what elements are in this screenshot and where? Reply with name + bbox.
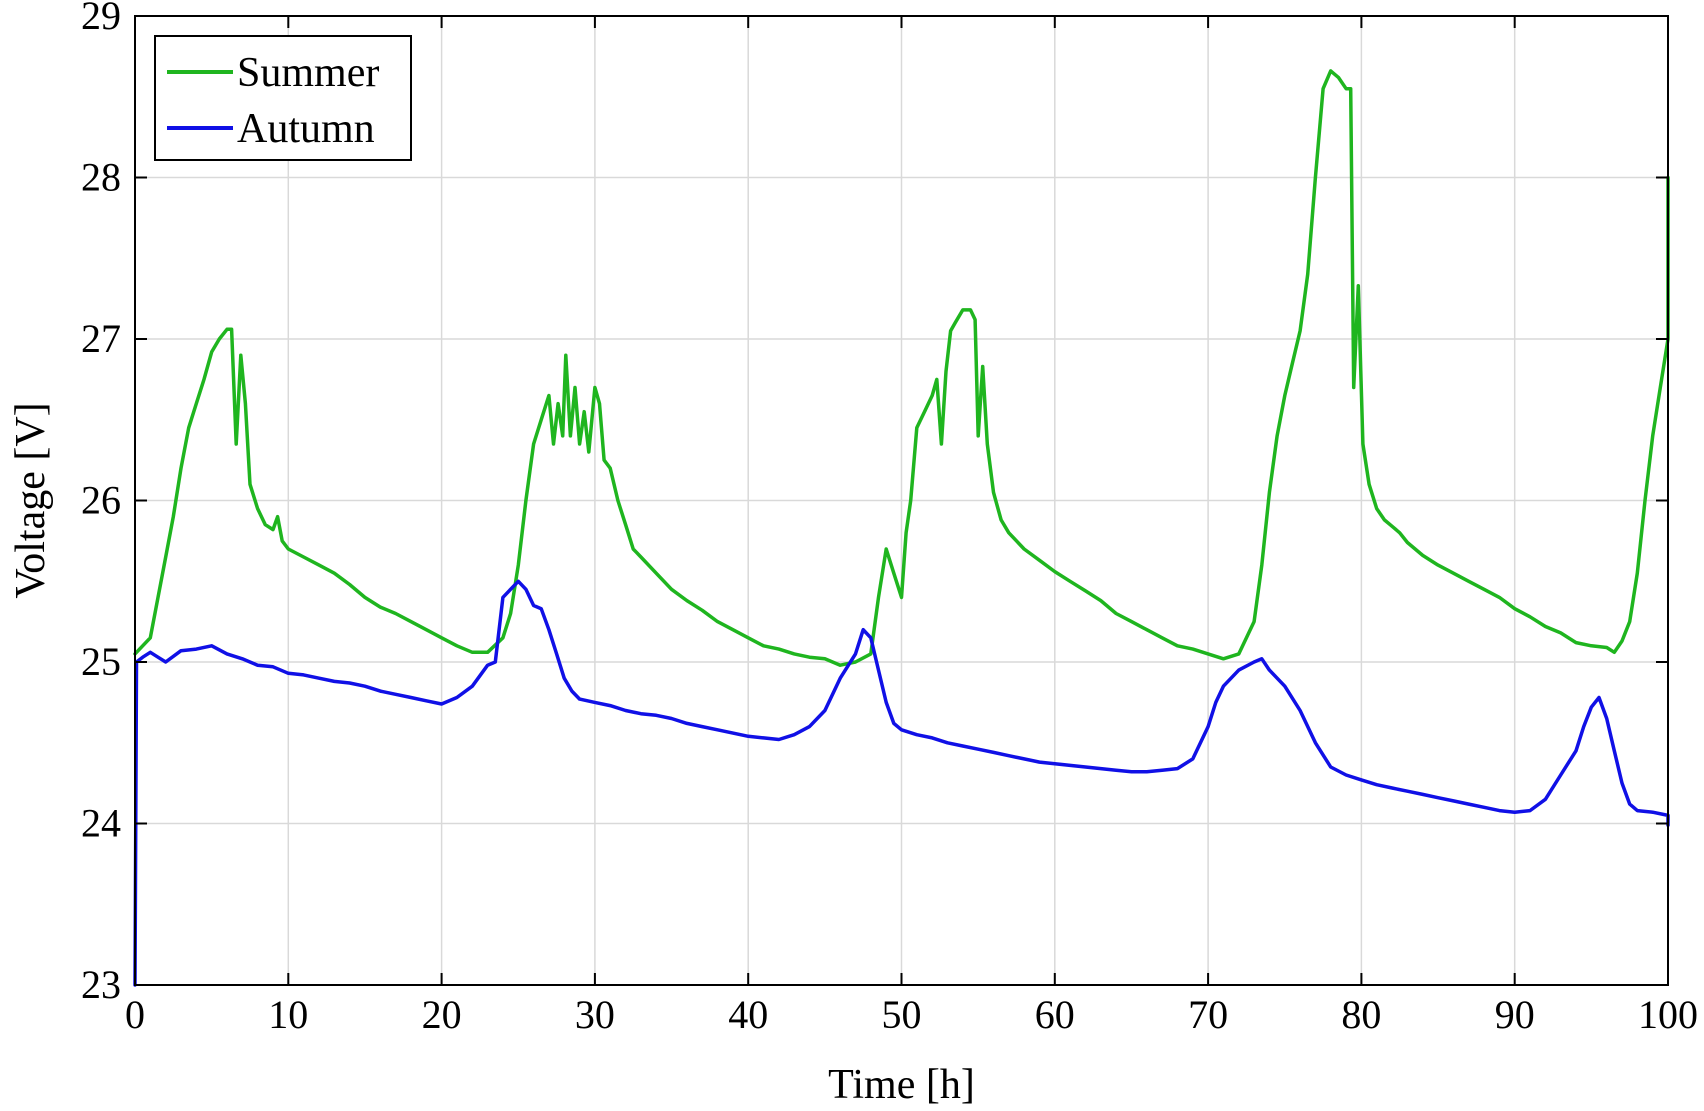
x-tick-label: 60 (1035, 992, 1075, 1037)
legend: Summer Autumn (154, 35, 412, 161)
x-tick-label: 70 (1188, 992, 1228, 1037)
y-tick-label: 25 (81, 639, 121, 684)
x-axis-ticks: 0 10 20 30 40 50 60 70 80 90 100 (125, 16, 1698, 1037)
y-tick-label: 28 (81, 155, 121, 200)
x-tick-label: 0 (125, 992, 145, 1037)
legend-box (154, 35, 412, 161)
y-tick-label: 26 (81, 478, 121, 523)
y-tick-label: 29 (81, 0, 121, 38)
x-tick-label: 40 (728, 992, 768, 1037)
x-tick-label: 90 (1495, 992, 1535, 1037)
data-series (133, 69, 1670, 987)
series-line-summer (133, 69, 1670, 667)
x-tick-label: 30 (575, 992, 615, 1037)
y-tick-label: 27 (81, 316, 121, 361)
y-axis-ticks: 23 24 25 26 27 28 29 (81, 0, 1668, 1007)
legend-label-summer: Summer (237, 50, 379, 96)
x-tick-label: 80 (1341, 992, 1381, 1037)
legend-label-autumn: Autumn (237, 106, 375, 152)
x-tick-label: 10 (268, 992, 308, 1037)
y-axis-label: Voltage [V] (8, 402, 54, 598)
x-tick-label: 100 (1638, 992, 1698, 1037)
series-line-autumn (133, 579, 1670, 987)
x-tick-label: 20 (422, 992, 462, 1037)
y-tick-label: 24 (81, 801, 121, 846)
grid-lines (135, 16, 1668, 985)
x-axis-label: Time [h] (828, 1062, 975, 1108)
x-tick-label: 50 (882, 992, 922, 1037)
y-tick-label: 23 (81, 962, 121, 1007)
